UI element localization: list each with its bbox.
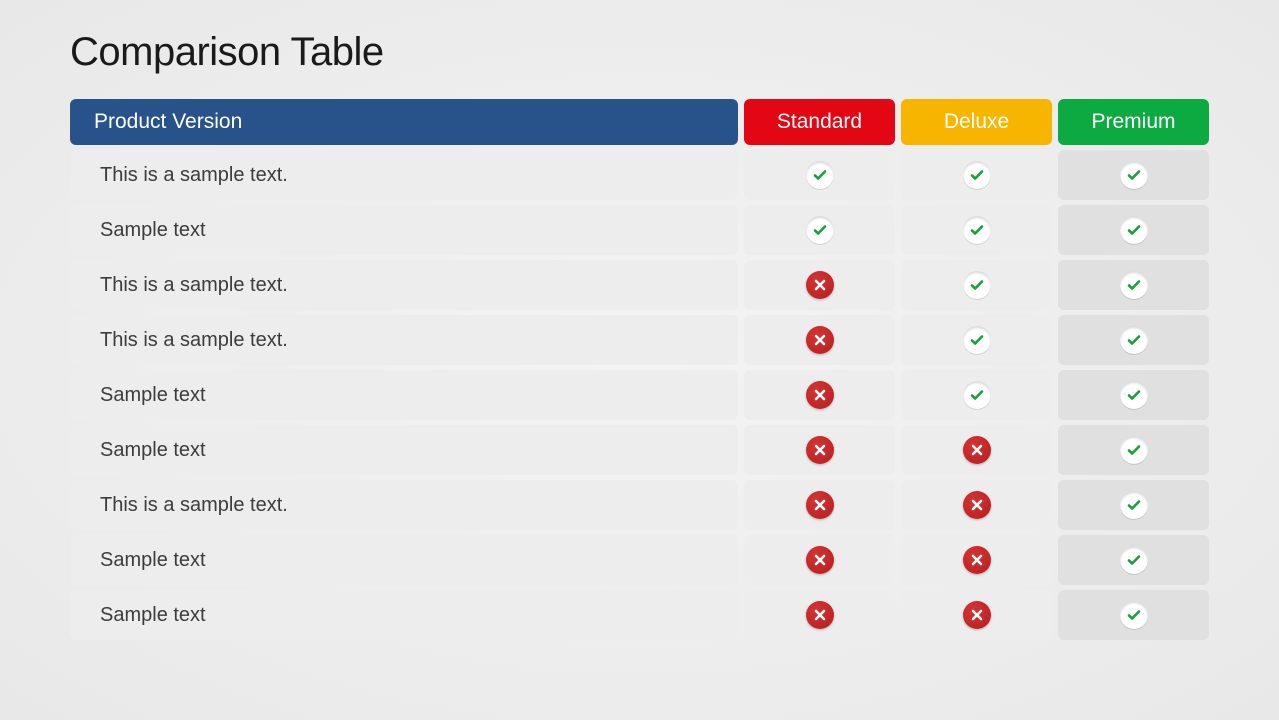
plan-cell	[744, 260, 895, 310]
check-icon	[1120, 271, 1148, 299]
plan-cell	[744, 425, 895, 475]
table-body: This is a sample text.Sample textThis is…	[70, 150, 1209, 640]
cross-icon	[963, 546, 991, 574]
check-icon	[806, 161, 834, 189]
plan-cell	[901, 315, 1052, 365]
plan-cell	[1058, 150, 1209, 200]
check-icon	[1120, 601, 1148, 629]
table-row: Sample text	[70, 425, 1209, 475]
cross-icon	[806, 546, 834, 574]
table-row: Sample text	[70, 370, 1209, 420]
plan-cell	[901, 480, 1052, 530]
feature-label: Sample text	[70, 590, 738, 640]
plan-cell	[901, 590, 1052, 640]
plan-cell	[744, 150, 895, 200]
cross-icon	[963, 436, 991, 464]
plan-cell	[1058, 260, 1209, 310]
table-row: This is a sample text.	[70, 480, 1209, 530]
feature-label: This is a sample text.	[70, 315, 738, 365]
plan-cell	[1058, 205, 1209, 255]
check-icon	[1120, 161, 1148, 189]
plan-cell	[1058, 425, 1209, 475]
table-row: This is a sample text.	[70, 315, 1209, 365]
table-row: This is a sample text.	[70, 260, 1209, 310]
page-title: Comparison Table	[70, 30, 1209, 75]
cross-icon	[806, 271, 834, 299]
plan-cell	[901, 535, 1052, 585]
plan-cell	[901, 425, 1052, 475]
feature-label: Sample text	[70, 535, 738, 585]
check-icon	[1120, 381, 1148, 409]
header-plan-premium: Premium	[1058, 99, 1209, 145]
feature-label: Sample text	[70, 370, 738, 420]
feature-label: This is a sample text.	[70, 260, 738, 310]
cross-icon	[963, 491, 991, 519]
comparison-table: Product Version Standard Deluxe Premium …	[70, 99, 1209, 640]
plan-cell	[1058, 370, 1209, 420]
table-row: Sample text	[70, 535, 1209, 585]
plan-cell	[901, 150, 1052, 200]
cross-icon	[806, 436, 834, 464]
cross-icon	[963, 601, 991, 629]
plan-cell	[744, 205, 895, 255]
plan-cell	[744, 315, 895, 365]
feature-label: Sample text	[70, 205, 738, 255]
cross-icon	[806, 381, 834, 409]
plan-cell	[1058, 535, 1209, 585]
table-row: Sample text	[70, 590, 1209, 640]
check-icon	[1120, 491, 1148, 519]
check-icon	[963, 216, 991, 244]
plan-cell	[744, 590, 895, 640]
plan-cell	[744, 535, 895, 585]
check-icon	[963, 271, 991, 299]
header-plan-standard: Standard	[744, 99, 895, 145]
check-icon	[1120, 326, 1148, 354]
table-row: This is a sample text.	[70, 150, 1209, 200]
plan-cell	[744, 480, 895, 530]
plan-cell	[1058, 315, 1209, 365]
plan-cell	[901, 370, 1052, 420]
check-icon	[963, 161, 991, 189]
cross-icon	[806, 326, 834, 354]
plan-cell	[901, 260, 1052, 310]
feature-label: This is a sample text.	[70, 150, 738, 200]
plan-cell	[901, 205, 1052, 255]
table-row: Sample text	[70, 205, 1209, 255]
feature-label: Sample text	[70, 425, 738, 475]
check-icon	[1120, 546, 1148, 574]
check-icon	[963, 326, 991, 354]
header-plan-deluxe: Deluxe	[901, 99, 1052, 145]
cross-icon	[806, 491, 834, 519]
plan-cell	[1058, 590, 1209, 640]
check-icon	[806, 216, 834, 244]
check-icon	[1120, 436, 1148, 464]
feature-label: This is a sample text.	[70, 480, 738, 530]
check-icon	[1120, 216, 1148, 244]
cross-icon	[806, 601, 834, 629]
plan-cell	[1058, 480, 1209, 530]
plan-cell	[744, 370, 895, 420]
header-feature: Product Version	[70, 99, 738, 145]
check-icon	[963, 381, 991, 409]
table-header: Product Version Standard Deluxe Premium	[70, 99, 1209, 145]
